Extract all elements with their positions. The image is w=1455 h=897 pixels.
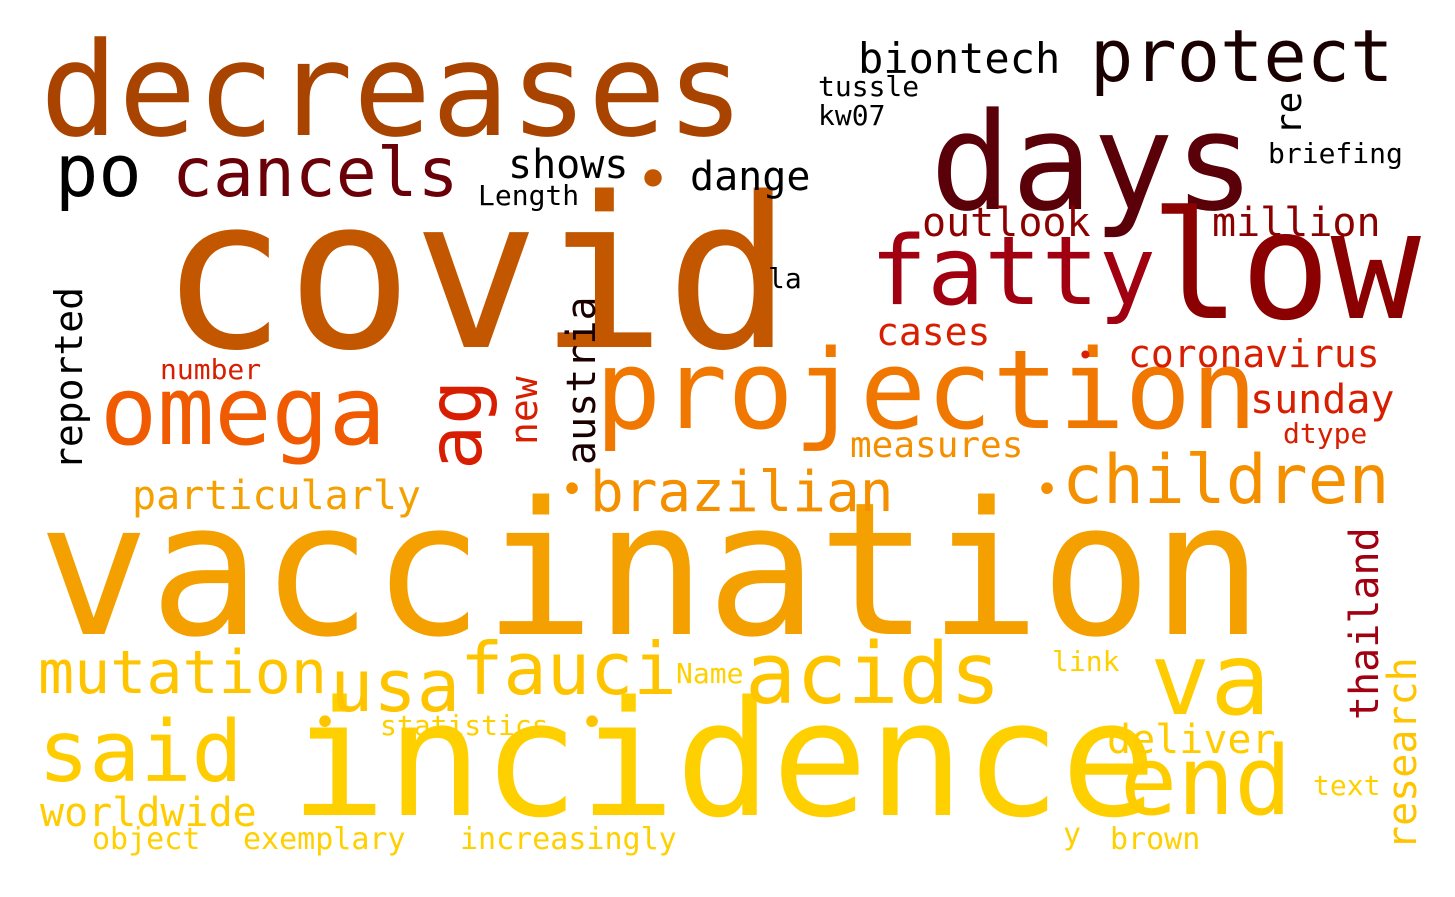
word-name: Name	[676, 657, 744, 690]
word-dtype: dtype	[1283, 417, 1368, 450]
word-measures: measures	[850, 425, 1024, 466]
word-va: va	[1150, 621, 1271, 738]
word-kw07: kw07	[818, 99, 886, 132]
word-days: days	[930, 84, 1256, 241]
word-vaccination: vaccination	[38, 462, 1264, 678]
word-cases: cases	[876, 310, 991, 354]
word-dot-5: •	[313, 700, 338, 746]
word-link: link	[1052, 645, 1120, 678]
word-usa: usa	[330, 644, 461, 728]
word-brazilian: brazilian	[590, 460, 894, 525]
word-cancels: cancels	[172, 134, 459, 213]
word-text: text	[1313, 769, 1381, 802]
word-low: low	[1150, 180, 1421, 354]
word-dange: dange	[690, 154, 811, 200]
word-brown: brown	[1110, 822, 1201, 857]
word-biontech: biontech	[858, 34, 1061, 83]
word-la: la	[768, 262, 802, 295]
word-acids: acids	[745, 625, 1001, 724]
word-dot-2: •	[560, 467, 585, 513]
word-number: number	[160, 353, 262, 386]
word-end: end	[1120, 727, 1292, 837]
word-statistics: statistics	[380, 709, 549, 742]
word-po: po	[55, 129, 142, 213]
word-particularly: particularly	[132, 473, 421, 519]
word-object: object	[92, 822, 201, 857]
word-outlook: outlook	[922, 200, 1091, 246]
word-sunday: sunday	[1250, 377, 1395, 423]
word-austria: austria	[559, 296, 605, 465]
word-fatty: fatty	[870, 217, 1156, 327]
word-omega: omega	[100, 357, 386, 467]
word-projection: projection	[595, 326, 1258, 454]
word-mutation: mutation	[38, 638, 327, 708]
word-shows: shows	[508, 142, 629, 188]
word-new: new	[502, 376, 546, 445]
word-dot-3: •	[1035, 467, 1060, 513]
word-briefing: briefing	[1268, 137, 1403, 170]
word-incidence: incidence	[290, 666, 1157, 853]
word-re: re	[1269, 91, 1310, 135]
word-fauci: fauci	[460, 627, 677, 711]
word-million: million	[1212, 200, 1381, 246]
word-worldwide: worldwide	[40, 790, 257, 836]
word-said: said	[38, 703, 243, 802]
word-thailand: thailand	[1342, 527, 1388, 720]
word-research: research	[1380, 657, 1426, 850]
word-deliver: deliver	[1107, 717, 1276, 763]
word-dot-4: •	[1077, 339, 1094, 372]
word-dot-1: •	[635, 145, 672, 215]
word-dot-6: •	[580, 700, 605, 746]
word-increasingly: increasingly	[460, 822, 677, 857]
word-decreases: decreases	[40, 14, 745, 166]
word-y: y	[1063, 817, 1082, 852]
word-exemplary: exemplary	[243, 822, 406, 857]
word-children: children	[1062, 441, 1390, 520]
word-reported: reported	[47, 286, 91, 470]
word-covid: covid	[160, 152, 793, 397]
word-protect: protect	[1090, 14, 1394, 98]
word-length: Length	[478, 179, 580, 212]
word-tussle: tussle	[818, 70, 920, 103]
word-coronavirus: coronavirus	[1128, 332, 1380, 376]
word-ag: ag	[411, 379, 499, 470]
